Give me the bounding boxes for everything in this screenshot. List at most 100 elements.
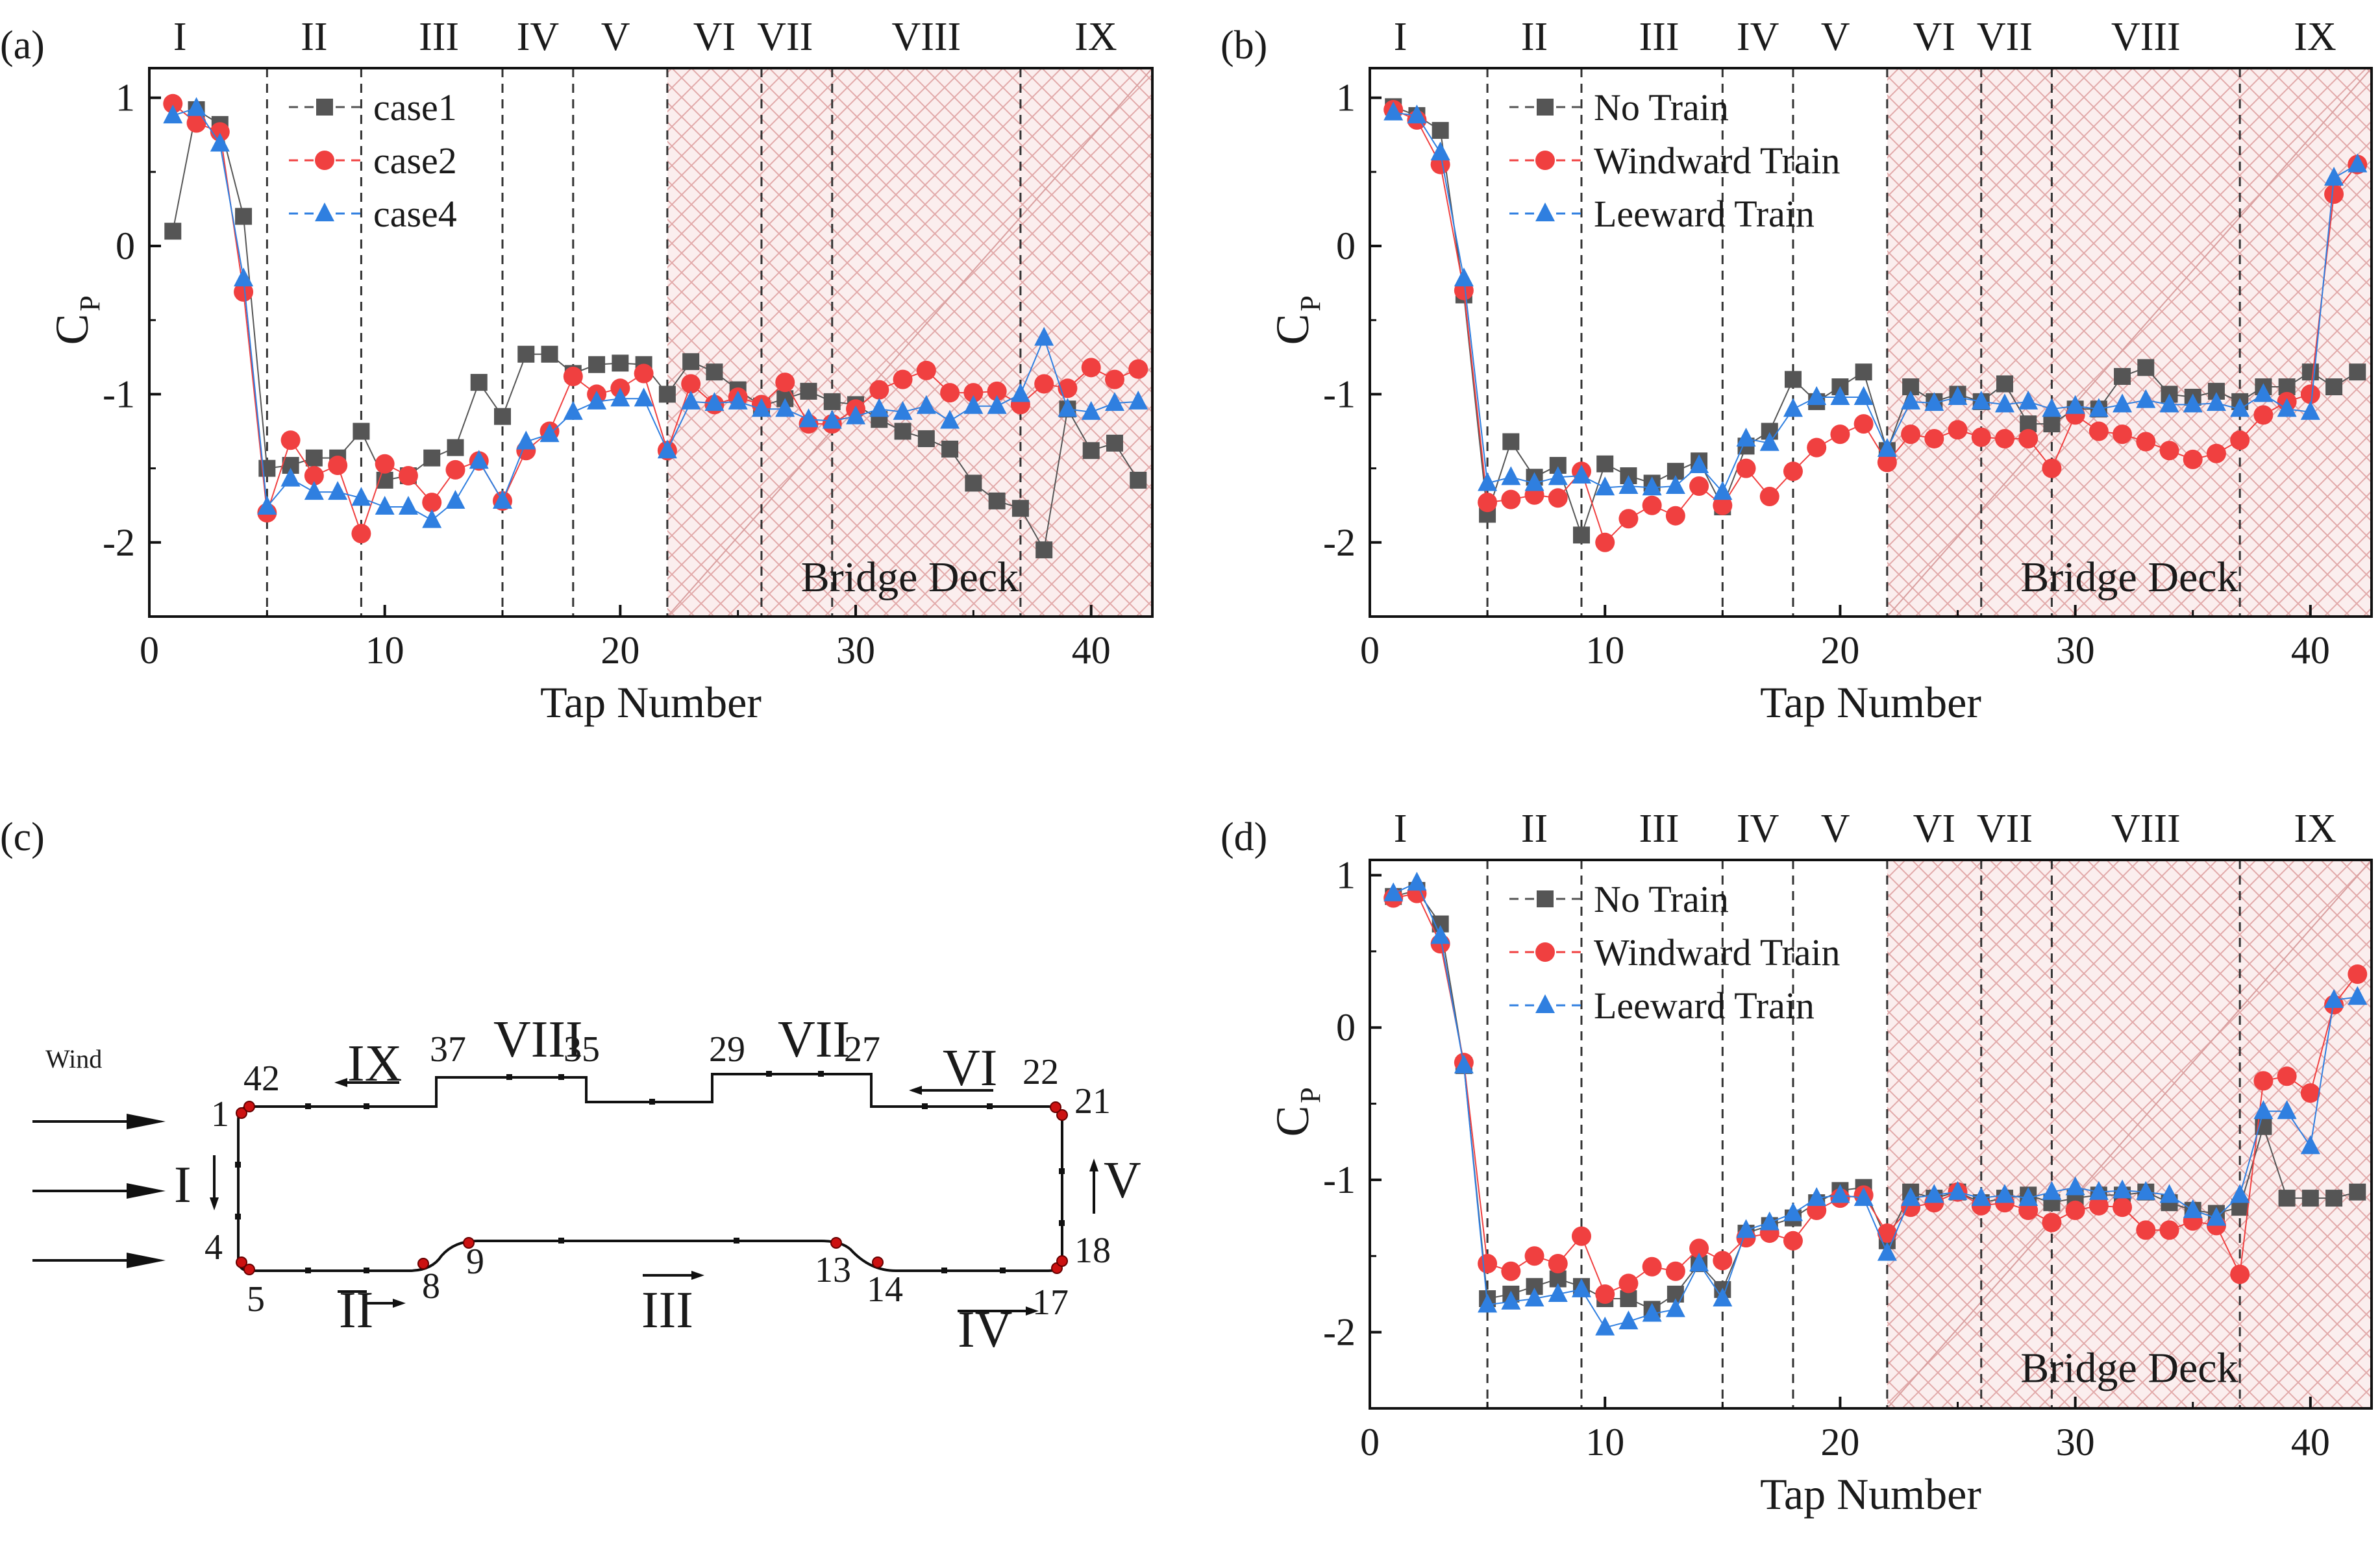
data-point-2 bbox=[610, 387, 630, 407]
y-tick-label: -2 bbox=[1323, 1311, 1356, 1354]
data-point-2 bbox=[398, 496, 418, 515]
data-point-2 bbox=[1665, 1298, 1685, 1317]
data-point-0 bbox=[988, 492, 1006, 509]
data-point-0 bbox=[588, 356, 606, 373]
region-label-V: V bbox=[1104, 1152, 1141, 1209]
data-point-1 bbox=[987, 381, 1007, 401]
data-point-2 bbox=[2136, 389, 2156, 408]
tap-label-1: 1 bbox=[211, 1094, 229, 1134]
data-point-2 bbox=[2277, 398, 2297, 417]
data-point-1 bbox=[304, 466, 324, 486]
wind-label: Wind bbox=[45, 1044, 102, 1073]
region-label-VII: VII bbox=[778, 1011, 850, 1068]
region-label: III bbox=[1639, 807, 1680, 851]
data-point-2 bbox=[1783, 1202, 1803, 1221]
data-point-2 bbox=[963, 395, 984, 414]
y-axis-label-sub: P bbox=[1295, 1087, 1326, 1103]
data-point-2 bbox=[280, 467, 301, 487]
data-point-1 bbox=[2159, 1220, 2179, 1240]
plot-frame bbox=[1369, 859, 2373, 1410]
data-point-2 bbox=[1713, 481, 1733, 500]
key-taps bbox=[236, 1101, 1068, 1275]
data-point-1 bbox=[634, 363, 654, 384]
data-point-2 bbox=[1736, 427, 1756, 447]
data-point-1 bbox=[1807, 437, 1827, 458]
data-point-1 bbox=[1501, 489, 1521, 509]
x-tick-label: 20 bbox=[1820, 629, 1859, 672]
data-point-0 bbox=[2325, 378, 2343, 396]
x-tick-label: 40 bbox=[1072, 629, 1111, 672]
tap-marker bbox=[364, 1103, 369, 1109]
x-tick-label: 20 bbox=[601, 629, 639, 672]
region-label: IV bbox=[1737, 15, 1779, 59]
data-point-1 bbox=[2206, 443, 2226, 463]
region-label: IX bbox=[1074, 15, 1117, 59]
tap-13-marker bbox=[830, 1237, 842, 1249]
data-point-0 bbox=[1432, 121, 1449, 139]
data-point-1 bbox=[1713, 1251, 1733, 1271]
tap-42-marker bbox=[243, 1101, 255, 1112]
x-tick-label: 30 bbox=[2056, 1421, 2095, 1464]
data-point-2 bbox=[1034, 326, 1054, 346]
data-point-1 bbox=[916, 360, 936, 380]
data-point-1 bbox=[163, 93, 183, 114]
data-point-1 bbox=[2042, 458, 2062, 478]
data-point-1 bbox=[280, 430, 301, 450]
y-tick-label: -2 bbox=[103, 521, 135, 564]
data-point-2 bbox=[869, 398, 889, 417]
data-point-0 bbox=[1035, 541, 1053, 559]
data-point-0 bbox=[305, 449, 323, 467]
data-point-2 bbox=[328, 481, 348, 500]
data-point-2 bbox=[1128, 390, 1148, 410]
tap-5-marker bbox=[243, 1264, 255, 1275]
data-point-2 bbox=[1642, 476, 1662, 496]
legend-marker bbox=[316, 99, 333, 116]
data-point-2 bbox=[2183, 1199, 2203, 1218]
region-label: V bbox=[601, 15, 630, 59]
tap-marker bbox=[235, 1162, 241, 1168]
x-tick-label: 0 bbox=[140, 629, 159, 672]
data-point-1 bbox=[563, 367, 583, 387]
data-point-0 bbox=[517, 345, 535, 363]
legend-label: case1 bbox=[373, 86, 457, 129]
tap-label-14: 14 bbox=[867, 1269, 903, 1310]
data-point-0 bbox=[2043, 415, 2061, 433]
region-arrowhead bbox=[691, 1271, 704, 1280]
tap-marker bbox=[305, 1103, 311, 1109]
wind-arrowhead-3 bbox=[127, 1253, 166, 1268]
data-point-2 bbox=[1478, 1293, 1498, 1313]
data-point-2 bbox=[2018, 1187, 2039, 1207]
wind-arrows bbox=[32, 1114, 166, 1268]
data-point-0 bbox=[1130, 471, 1147, 489]
data-point-2 bbox=[1665, 475, 1685, 495]
data-point-2 bbox=[987, 395, 1007, 414]
data-point-2 bbox=[2113, 393, 2133, 413]
data-point-2 bbox=[1948, 1181, 1968, 1200]
region-label: VIII bbox=[2111, 807, 2181, 851]
data-point-1 bbox=[2089, 421, 2109, 441]
data-point-2 bbox=[1948, 386, 1968, 405]
region-label: III bbox=[1639, 15, 1680, 59]
data-point-0 bbox=[1996, 375, 2013, 393]
data-point-2 bbox=[1618, 1310, 1639, 1330]
tap-marker bbox=[558, 1074, 564, 1080]
x-axis-label: Tap Number bbox=[540, 678, 762, 727]
legend-marker bbox=[1535, 942, 1555, 962]
y-tick-label: 1 bbox=[116, 77, 135, 119]
bridge-deck-label: Bridge Deck bbox=[2020, 554, 2238, 601]
panel-label-c: (c) bbox=[0, 815, 45, 859]
y-tick-label: -1 bbox=[1323, 1158, 1356, 1201]
data-point-1 bbox=[2113, 1197, 2133, 1218]
data-point-2 bbox=[1081, 400, 1101, 420]
tap-label-4: 4 bbox=[205, 1227, 223, 1268]
data-point-2 bbox=[1058, 398, 1078, 417]
region-labels-c: I II III IV V VI VII VIII IX bbox=[174, 1011, 1141, 1358]
region-label-VI: VI bbox=[943, 1040, 997, 1097]
tap-marker bbox=[1000, 1268, 1006, 1273]
x-tick-label: 30 bbox=[836, 629, 875, 672]
region-label-I: I bbox=[174, 1157, 192, 1214]
data-point-1 bbox=[2253, 405, 2274, 425]
y-axis-label: CP bbox=[1267, 295, 1326, 345]
data-point-2 bbox=[2253, 1100, 2274, 1120]
x-axis-label: Tap Number bbox=[1760, 1469, 1981, 1519]
